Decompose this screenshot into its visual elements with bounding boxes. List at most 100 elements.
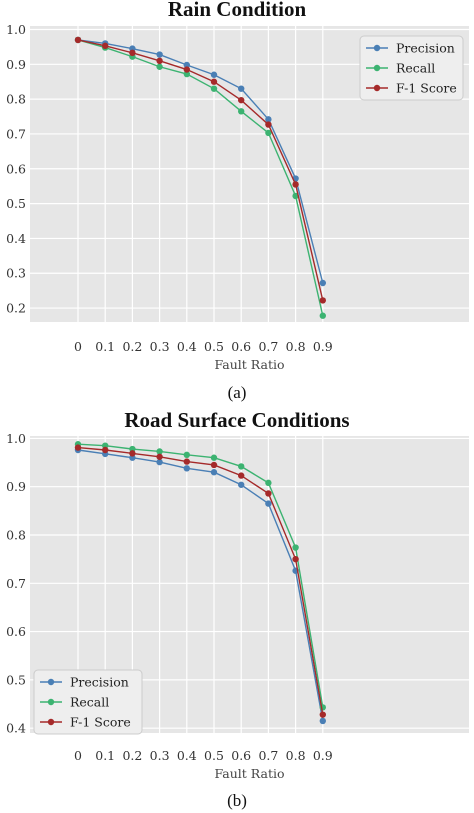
- chart-title: Rain Condition: [168, 0, 307, 21]
- data-point: [183, 451, 190, 459]
- data-series: [74, 36, 326, 319]
- legend-box: [359, 35, 464, 101]
- legend-marker: [47, 698, 55, 706]
- x-tick-label: 0: [74, 339, 82, 354]
- figure-caption: (b): [227, 791, 247, 810]
- legend: Precision Recall F-1 Score: [33, 669, 143, 735]
- y-tick-labels: 0.2 0.3 0.4 0.5 0.6 0.7 0.8 0.9 1.0: [6, 22, 26, 316]
- y-tick-label: 0.6: [6, 161, 26, 176]
- series-line: [77, 443, 324, 708]
- y-tick-label: 0.3: [6, 266, 26, 281]
- data-point: [183, 70, 190, 78]
- data-point: [319, 297, 326, 304]
- data-point: [319, 717, 326, 725]
- data-point: [265, 121, 272, 128]
- data-point: [319, 312, 326, 319]
- data-point: [102, 42, 109, 50]
- data-point: [156, 453, 163, 460]
- data-point: [210, 71, 218, 78]
- chart-title: Road Surface Conditions: [124, 408, 349, 432]
- series-line: [77, 449, 324, 722]
- legend-label: Recall: [396, 61, 435, 76]
- data-point: [183, 458, 190, 465]
- x-tick-labels: 0 0.1 0.2 0.3 0.4 0.5 0.6 0.7 0.8 0.9: [74, 339, 333, 354]
- y-tick-label: 1.0: [6, 431, 26, 446]
- x-tick-label: 0.4: [177, 339, 197, 354]
- x-tick-labels: 0 0.1 0.2 0.3 0.4 0.5 0.6 0.7 0.8 0.9: [74, 748, 333, 763]
- legend-label: Precision: [396, 41, 455, 56]
- y-tick-label: 0.4: [6, 721, 26, 736]
- legend-marker: [47, 678, 55, 686]
- y-tick-label: 0.5: [6, 672, 26, 687]
- data-point: [156, 57, 163, 65]
- x-tick-label: 0.4: [177, 748, 197, 763]
- data-point: [74, 36, 82, 44]
- x-tick-label: 0.9: [313, 339, 333, 354]
- data-point: [238, 472, 245, 479]
- data-point: [156, 51, 163, 58]
- data-point: [156, 448, 163, 455]
- x-tick-label: 0.8: [286, 339, 306, 354]
- data-point: [156, 63, 163, 70]
- data-point: [238, 481, 245, 488]
- legend-box: [33, 669, 143, 735]
- data-point: [210, 78, 218, 85]
- x-tick-label: 0.3: [150, 748, 170, 763]
- data-point: [74, 444, 82, 451]
- rain-condition-chart: Rain Condition 0.2 0.3 0.4 0.5 0.6 0.7 0.8 0.9 1…: [6, 0, 469, 402]
- y-tick-label: 0.4: [6, 231, 26, 246]
- legend-marker: [47, 718, 55, 726]
- x-tick-label: 0.5: [204, 748, 224, 763]
- x-tick-label: 0.2: [122, 339, 142, 354]
- legend-marker: [373, 64, 381, 72]
- data-point: [210, 461, 218, 469]
- legend-marker: [373, 84, 381, 92]
- series-line: [77, 39, 324, 301]
- data-series: [74, 441, 326, 725]
- data-point: [238, 85, 245, 92]
- data-point: [265, 116, 272, 123]
- data-point: [183, 465, 190, 472]
- data-point: [156, 458, 163, 466]
- y-tick-labels: 0.4 0.5 0.6 0.7 0.8 0.9 1.0: [6, 431, 26, 736]
- data-point: [319, 711, 326, 718]
- x-tick-label: 0.1: [95, 748, 115, 763]
- legend: Precision Recall F-1 Score: [359, 35, 464, 101]
- series-line: [77, 39, 324, 284]
- data-point: [292, 181, 299, 188]
- data-point: [129, 450, 136, 457]
- series-line: [77, 446, 324, 715]
- data-point: [210, 469, 218, 476]
- x-tick-label: 0.7: [258, 339, 278, 354]
- data-point: [183, 66, 190, 73]
- y-tick-label: 0.9: [6, 57, 26, 72]
- figure-caption: (a): [228, 383, 247, 402]
- legend-label: Precision: [70, 675, 129, 690]
- x-tick-label: 0.6: [231, 339, 251, 354]
- data-point: [265, 490, 272, 497]
- legend-label: Recall: [70, 695, 109, 710]
- data-point: [265, 479, 272, 487]
- data-point: [265, 129, 272, 137]
- x-tick-label: 0.1: [95, 339, 115, 354]
- data-point: [238, 108, 245, 115]
- x-tick-label: 0.8: [286, 748, 306, 763]
- series-f-1-score: [74, 36, 326, 304]
- y-tick-label: 0.8: [6, 92, 26, 107]
- x-axis-label: Fault Ratio: [214, 357, 284, 372]
- y-tick-label: 0.6: [6, 624, 26, 639]
- data-point: [102, 446, 109, 454]
- data-point: [210, 454, 218, 461]
- y-tick-label: 1.0: [6, 22, 26, 37]
- data-point: [265, 500, 272, 507]
- data-point: [238, 96, 245, 104]
- data-point: [210, 85, 218, 92]
- series-line: [77, 39, 324, 316]
- data-point: [292, 555, 299, 563]
- legend-label: F-1 Score: [70, 715, 131, 730]
- x-tick-label: 0.5: [204, 339, 224, 354]
- y-tick-label: 0.2: [6, 301, 26, 316]
- data-point: [292, 192, 299, 200]
- x-tick-label: 0.3: [150, 339, 170, 354]
- x-axis-label: Fault Ratio: [214, 766, 284, 781]
